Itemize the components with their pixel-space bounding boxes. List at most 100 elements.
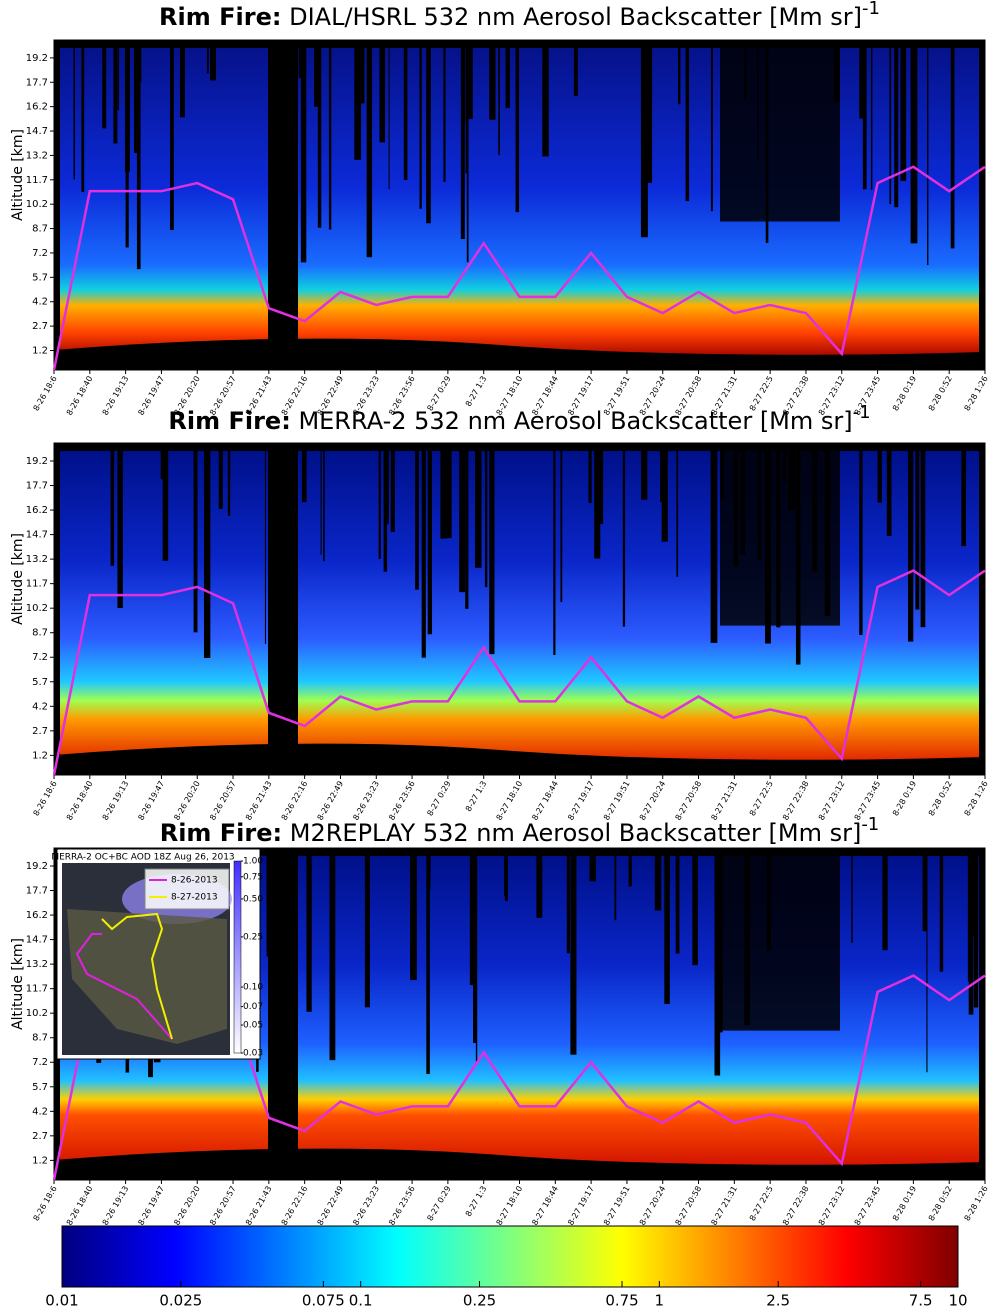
data-gap <box>536 848 543 918</box>
data-gap <box>900 40 907 181</box>
x-tick-label: 8-27 20:24 <box>638 1185 668 1227</box>
x-tick-label: 8-26 19:47 <box>136 1185 166 1227</box>
y-tick-label: 17.7 <box>26 886 48 897</box>
x-tick-label: 8-27 22:38 <box>781 780 811 822</box>
data-gap <box>907 443 914 642</box>
data-gap <box>720 848 840 1031</box>
colorbar-tick-label: 0.025 <box>159 1292 202 1310</box>
x-tick-label: 8-27 1:3 <box>464 780 489 814</box>
colorbar-tick-label: 0.01 <box>45 1292 78 1310</box>
title-prefix: Rim Fire: <box>168 407 290 435</box>
data-gap <box>560 443 563 602</box>
data-gap <box>597 443 604 524</box>
y-tick-label: 1.2 <box>32 345 48 356</box>
x-tick-label: 8-27 18:10 <box>495 1185 525 1227</box>
y-tick-label: 19.2 <box>26 456 48 467</box>
x-tick-label: 8-26 19:13 <box>101 780 131 822</box>
data-gap <box>489 40 496 120</box>
data-gap <box>870 40 873 190</box>
y-tick-label: 14.7 <box>26 126 48 137</box>
data-gap <box>320 443 322 555</box>
y-tick-label: 13.2 <box>26 150 48 161</box>
data-gap <box>573 40 578 96</box>
y-axis-label: Altitude [km] <box>10 533 26 625</box>
data-gap <box>410 848 417 981</box>
data-gap <box>542 40 549 157</box>
inset-colorbar-label: 1.00 <box>243 857 263 867</box>
title-exponent: -1 <box>853 402 871 423</box>
x-tick-label: 8-27 21:31 <box>709 1185 739 1227</box>
title-exponent: -1 <box>862 0 880 19</box>
y-tick-label: 17.7 <box>26 77 48 88</box>
colorbar-tick-label: 0.1 <box>349 1292 373 1310</box>
data-gap <box>203 443 211 658</box>
data-gap <box>889 40 892 205</box>
y-tick-label: 1.2 <box>32 1155 48 1166</box>
inset-legend <box>144 868 230 910</box>
x-tick-label: 8-26 22:49 <box>316 780 346 822</box>
legend-label: 8-26-2013 <box>171 876 218 886</box>
x-tick-label: 8-27 23:45 <box>853 1185 883 1227</box>
x-tick-label: 8-26 20:20 <box>172 1185 202 1227</box>
data-gap <box>675 848 680 954</box>
x-tick-label: 8-27 20:24 <box>638 780 668 822</box>
x-tick-label: 8-26 21:43 <box>244 780 274 822</box>
x-tick-label: 8-26 20:57 <box>208 1185 238 1227</box>
data-gap <box>622 443 626 627</box>
data-gap <box>475 848 478 1062</box>
data-gap <box>614 848 617 921</box>
data-gap <box>588 443 592 503</box>
data-gap <box>628 848 632 887</box>
data-gap <box>859 443 863 635</box>
flight-track <box>52 165 986 371</box>
data-gap <box>692 848 698 966</box>
y-tick-label: 14.7 <box>26 530 48 541</box>
data-gap <box>685 40 690 202</box>
data-gap <box>117 40 120 110</box>
data-gap <box>102 40 107 129</box>
x-tick-label: 8-26 23:56 <box>387 780 417 822</box>
y-tick-label: 7.2 <box>32 1057 48 1068</box>
data-gap <box>169 40 174 231</box>
data-gap <box>474 443 482 568</box>
x-tick-label: 8-26 19:47 <box>136 780 166 822</box>
data-gap <box>640 40 648 238</box>
chart-title: Rim Fire: M2REPLAY 532 nm Aerosol Backsc… <box>160 814 880 847</box>
data-gap <box>720 40 840 222</box>
data-gap <box>204 443 207 621</box>
x-tick-label: 8-27 23:12 <box>817 1185 847 1227</box>
data-gap <box>264 443 267 644</box>
data-gap <box>443 40 446 182</box>
title-prefix: Rim Fire: <box>159 3 281 31</box>
data-gap <box>331 848 335 936</box>
data-gap <box>207 443 210 633</box>
data-gap <box>710 443 718 643</box>
data-gap <box>645 40 651 127</box>
y-tick-label: 2.7 <box>32 726 48 737</box>
data-gap <box>882 848 888 951</box>
data-gap <box>714 848 721 1076</box>
data-gap <box>862 40 867 190</box>
data-gap <box>110 443 115 566</box>
inset-track-1 <box>75 933 173 1040</box>
data-gap <box>920 443 926 628</box>
x-tick-label: 8-27 20:58 <box>674 780 704 822</box>
data-gap <box>950 40 955 249</box>
inset-track-2 <box>101 912 173 1040</box>
data-gap <box>206 40 209 74</box>
y-tick-label: 5.7 <box>32 1082 48 1093</box>
y-tick-label: 19.2 <box>26 53 48 64</box>
x-tick-label: 8-26 19:47 <box>136 375 166 417</box>
title-prefix: Rim Fire: <box>160 819 282 847</box>
x-tick-label: 8-27 20:58 <box>674 1185 704 1227</box>
data-gap <box>300 40 307 263</box>
y-tick-label: 7.2 <box>32 248 48 259</box>
y-tick-label: 16.2 <box>26 910 48 921</box>
x-tick-label: 8-28 0:52 <box>927 375 954 413</box>
aerosol-curtain <box>60 451 979 763</box>
data-gap <box>566 848 570 954</box>
title-text: DIAL/HSRL 532 nm Aerosol Backscatter [Mm… <box>289 3 862 31</box>
x-tick-label: 8-27 19:17 <box>566 1185 596 1227</box>
y-tick-label: 14.7 <box>26 935 48 946</box>
